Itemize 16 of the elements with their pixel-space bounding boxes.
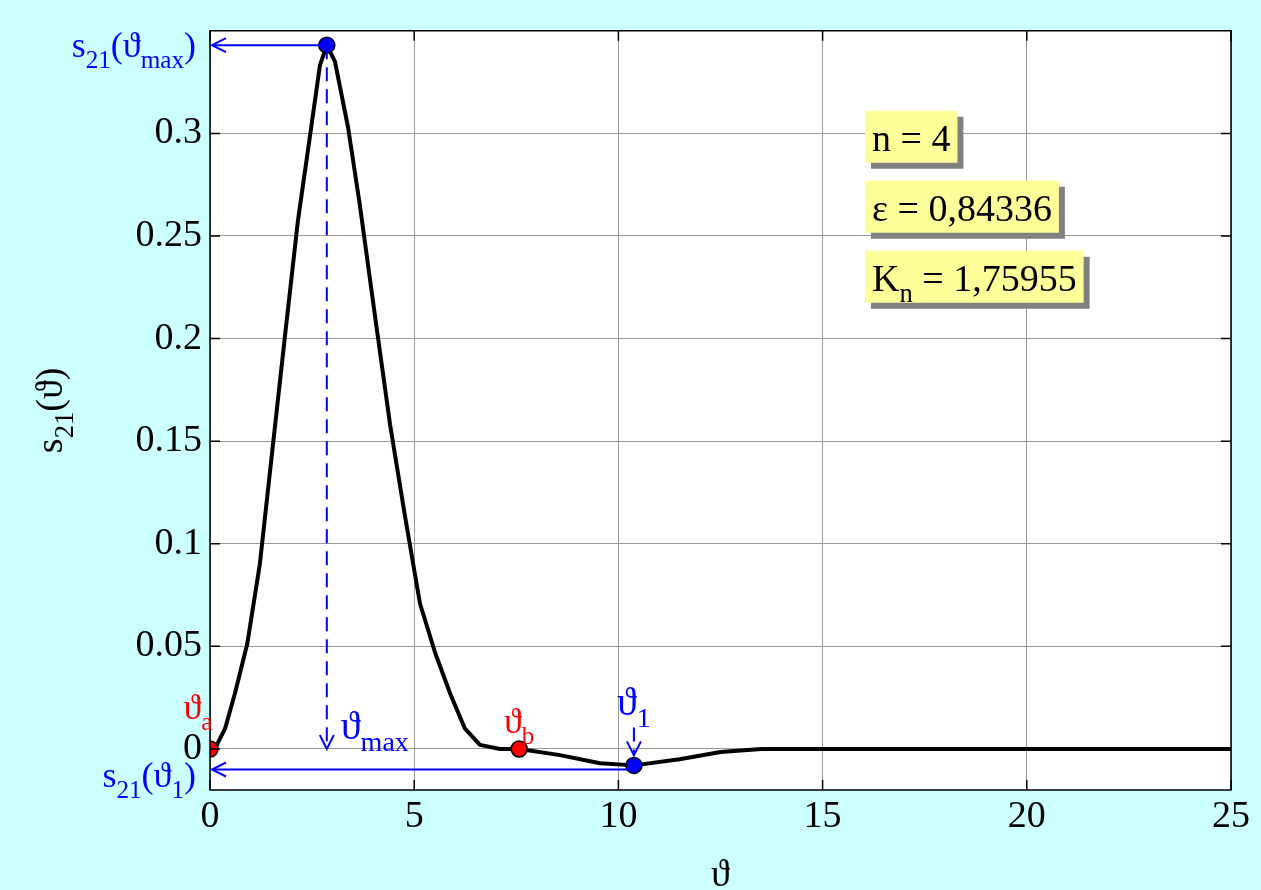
x-tick-label: 25 xyxy=(1212,792,1250,835)
y-tick-label: 0.3 xyxy=(154,109,202,152)
y-tick-label: 0.05 xyxy=(135,622,202,665)
x-tick-label: 15 xyxy=(803,792,842,835)
y-axis-title: s21(ϑ) xyxy=(28,367,80,454)
annotation: ε = 0,84336 xyxy=(872,186,1052,229)
x-tick-label: 20 xyxy=(1007,792,1046,835)
point xyxy=(625,756,643,775)
y-tick-label: 0.2 xyxy=(154,314,202,357)
x-tick-label: 5 xyxy=(404,792,424,835)
y-tick-label: 0.1 xyxy=(154,519,202,562)
x-tick-label: 10 xyxy=(599,792,638,835)
annotation: n = 4 xyxy=(872,116,951,159)
y-tick-label: 0.15 xyxy=(135,417,202,460)
x-axis-title: ϑ xyxy=(711,852,731,890)
y-tick-label: 0.25 xyxy=(135,211,202,254)
